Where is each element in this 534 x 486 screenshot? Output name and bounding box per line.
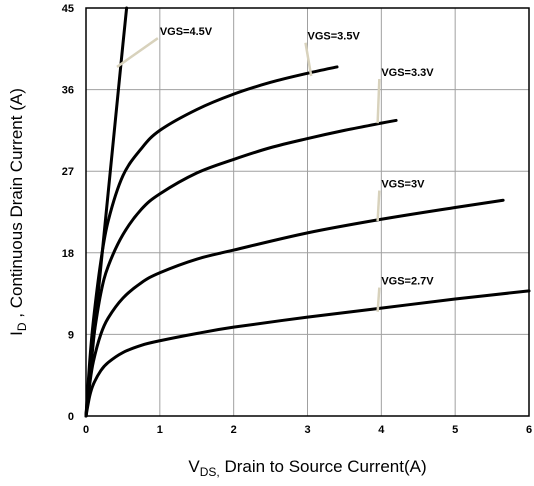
annotation-leader-line (116, 37, 159, 68)
x-axis-label-sub: DS, (200, 465, 220, 479)
annotation-leader-line (376, 190, 381, 222)
annotation-label: VGS=3V (381, 179, 425, 191)
x-tick-label: 4 (378, 424, 385, 436)
x-tick-label: 2 (231, 424, 237, 436)
y-tick-label: 9 (68, 329, 74, 341)
y-tick-label: 27 (62, 166, 74, 178)
x-axis-label-rest: Drain to Source Current(A) (220, 457, 427, 476)
plot-frame (85, 7, 530, 417)
annotation-leader-line (376, 287, 381, 312)
y-tick-label: 45 (62, 3, 74, 15)
x-axis-label: VDS, Drain to Source Current(A) (188, 457, 426, 479)
y-tick-label: 18 (62, 248, 74, 260)
series-line (84, 198, 505, 418)
annotation-label: VGS=4.5V (160, 26, 213, 38)
annotation-label: VGS=2.7V (381, 276, 434, 288)
x-tick-label: 3 (304, 424, 310, 436)
series-line (84, 118, 398, 418)
y-axis-label-main: I (7, 331, 26, 336)
series-line (84, 65, 339, 418)
annotation-leader-line (376, 78, 381, 124)
x-tick-labels: 0 1 2 3 4 5 6 (83, 424, 532, 436)
x-axis-label-main: V (188, 457, 200, 476)
y-axis-label: ID , Continuous Drain Current (A) (7, 88, 29, 336)
series-line (84, 289, 531, 418)
x-tick-label: 0 (83, 424, 89, 436)
curve-annotations: VGS=4.5V VGS=3.5V VGS=3.3V VGS=3V VGS=2.7V (116, 26, 434, 312)
grid (85, 7, 530, 417)
series-curves (84, 6, 531, 418)
x-tick-label: 6 (526, 424, 532, 436)
y-tick-label: 0 (68, 411, 74, 423)
annotation-label: VGS=3.3V (381, 67, 434, 79)
y-axis-label-rest: , Continuous Drain Current (A) (7, 88, 26, 322)
x-tick-label: 1 (157, 424, 163, 436)
y-tick-labels: 0 9 18 27 36 45 (62, 3, 74, 423)
y-axis-label-sub: D (15, 322, 29, 331)
x-tick-label: 5 (452, 424, 458, 436)
annotation-label: VGS=3.5V (308, 31, 361, 43)
annotation-leader-line (304, 42, 313, 77)
y-tick-label: 36 (62, 85, 74, 97)
